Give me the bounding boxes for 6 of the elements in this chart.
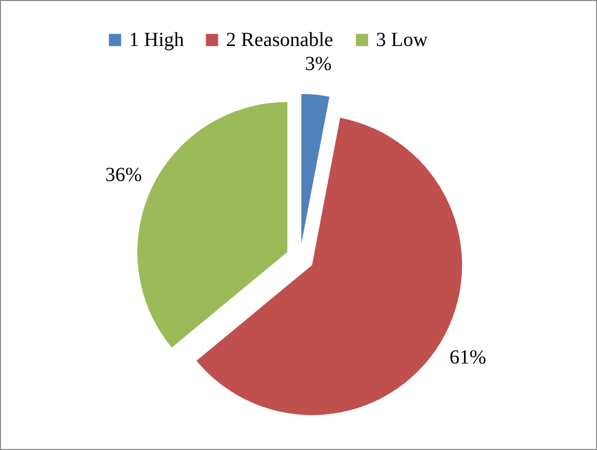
legend-label: 2 Reasonable bbox=[226, 29, 334, 51]
data-label: 61% bbox=[450, 346, 486, 368]
legend-label: 1 High bbox=[129, 29, 184, 51]
data-label: 36% bbox=[105, 164, 142, 186]
data-label: 3% bbox=[305, 52, 332, 75]
legend-label: 3 Low bbox=[376, 29, 428, 51]
